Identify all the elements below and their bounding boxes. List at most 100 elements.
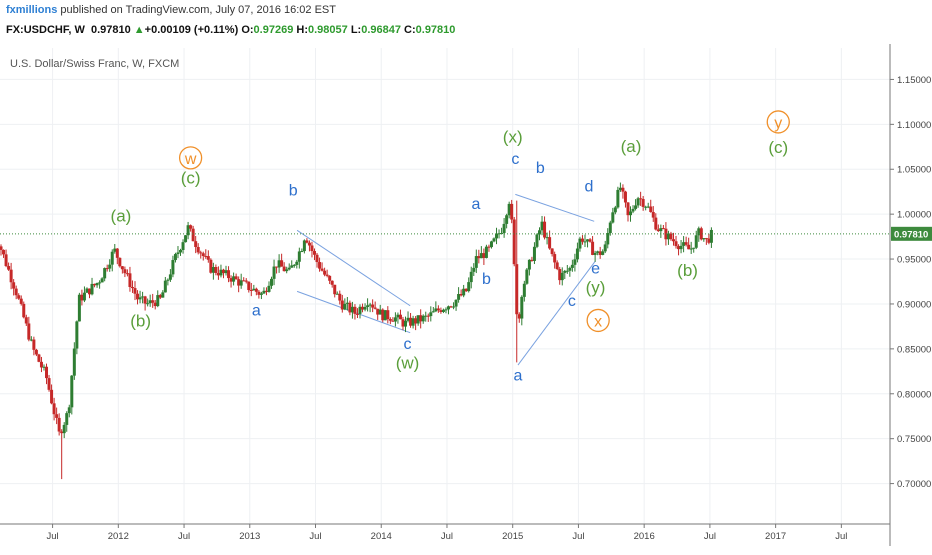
candle-body xyxy=(252,288,256,291)
wave-label: (a) xyxy=(111,206,132,225)
candle-body xyxy=(563,270,567,273)
candle-body xyxy=(401,319,405,327)
candle-body xyxy=(608,222,612,234)
candle-body xyxy=(464,288,468,292)
y-tick-label: 0.75000 xyxy=(897,434,931,445)
candle-body xyxy=(229,278,233,282)
candle-body xyxy=(161,292,165,298)
candle-body xyxy=(515,264,519,315)
candle-body xyxy=(9,269,13,283)
candle-body xyxy=(249,290,253,292)
candle-body xyxy=(146,303,150,305)
candle-body xyxy=(75,321,79,349)
candle-body xyxy=(682,242,686,246)
candle-body xyxy=(4,254,8,267)
open-label: O: xyxy=(241,24,254,36)
candle-body xyxy=(661,228,665,230)
candle-body xyxy=(664,228,668,240)
candle-body xyxy=(103,268,107,279)
candles xyxy=(0,182,713,480)
candle-body xyxy=(583,241,587,243)
y-tick-label: 0.80000 xyxy=(897,389,931,400)
close-value: 0.97810 xyxy=(415,24,456,36)
candle-body xyxy=(282,266,286,272)
candle-body xyxy=(406,317,410,321)
price-chart[interactable]: 0.97810 w(c)(a)(b)bac(w)ab(x)cbacde(y)x(… xyxy=(0,44,932,550)
candle-body xyxy=(312,251,316,255)
candle-body xyxy=(323,270,327,275)
candle-body xyxy=(52,403,56,415)
candle-body xyxy=(292,264,296,266)
candle-body xyxy=(588,239,592,242)
chart-area[interactable]: 0.97810 w (c) (a) (b) b a c (w) a b (x) c b a c d e (y) x(… xyxy=(0,44,932,550)
wave-label: (y) xyxy=(586,278,606,297)
candle-body xyxy=(267,285,271,292)
candle-body xyxy=(166,279,170,281)
candle-body xyxy=(596,251,600,253)
candle-body xyxy=(553,254,557,263)
author-link[interactable]: fxmillions xyxy=(6,4,58,16)
candle-body xyxy=(237,279,241,286)
last-price-badge xyxy=(891,226,932,241)
candle-body xyxy=(257,291,261,295)
candle-body xyxy=(532,246,536,261)
candle-body xyxy=(570,264,574,268)
candle-body xyxy=(239,280,243,286)
candle-body xyxy=(259,293,263,295)
candle-body xyxy=(214,267,218,273)
wave-circle xyxy=(766,110,790,134)
candle-body xyxy=(118,257,122,267)
change-arrow-icon: ▲ xyxy=(133,24,145,36)
candle-body xyxy=(411,318,415,326)
candle-body xyxy=(578,238,582,249)
candle-body xyxy=(108,264,112,269)
candle-body xyxy=(525,269,529,284)
candle-body xyxy=(603,244,607,252)
candle-body xyxy=(234,276,238,280)
candle-body xyxy=(168,274,172,280)
candle-body xyxy=(510,203,514,220)
x-tick-label: Jul xyxy=(704,531,716,542)
high-value: 0.98057 xyxy=(307,24,348,36)
wave-label: b xyxy=(482,271,491,288)
wave-label: b xyxy=(289,182,298,199)
x-tick-label: 2012 xyxy=(108,531,129,542)
candle-body xyxy=(232,276,236,282)
candle-body xyxy=(636,198,640,206)
candle-body xyxy=(189,225,193,229)
candle-body xyxy=(335,293,339,295)
x-tick-label: 2015 xyxy=(502,531,523,542)
candle-body xyxy=(156,295,160,307)
candle-body xyxy=(707,238,711,243)
candle-body xyxy=(684,242,688,245)
candle-body xyxy=(388,319,392,321)
candle-body xyxy=(548,237,552,249)
candle-body xyxy=(173,254,177,261)
candle-body xyxy=(694,235,698,248)
candle-body xyxy=(606,233,610,245)
candle-body xyxy=(580,238,584,242)
candle-body xyxy=(80,294,84,301)
candle-body xyxy=(7,266,11,270)
candle-body xyxy=(368,304,372,306)
wave-label: e xyxy=(591,260,600,277)
candle-body xyxy=(216,272,220,276)
candle-body xyxy=(674,241,678,247)
wave-label: c xyxy=(568,293,576,310)
candle-body xyxy=(697,228,701,236)
candle-body xyxy=(93,283,97,286)
candle-body xyxy=(181,242,185,250)
candle-body xyxy=(19,298,23,304)
x-tick-label: 2013 xyxy=(239,531,260,542)
candle-body xyxy=(264,290,268,292)
candle-body xyxy=(242,280,246,282)
candle-body xyxy=(396,314,400,318)
candle-body xyxy=(641,199,645,207)
candle-body xyxy=(535,234,539,247)
candle-body xyxy=(247,281,251,291)
candle-body xyxy=(416,315,420,324)
candle-body xyxy=(611,212,615,223)
candle-body xyxy=(47,378,51,390)
candle-body xyxy=(343,303,347,310)
candle-body xyxy=(158,295,162,298)
